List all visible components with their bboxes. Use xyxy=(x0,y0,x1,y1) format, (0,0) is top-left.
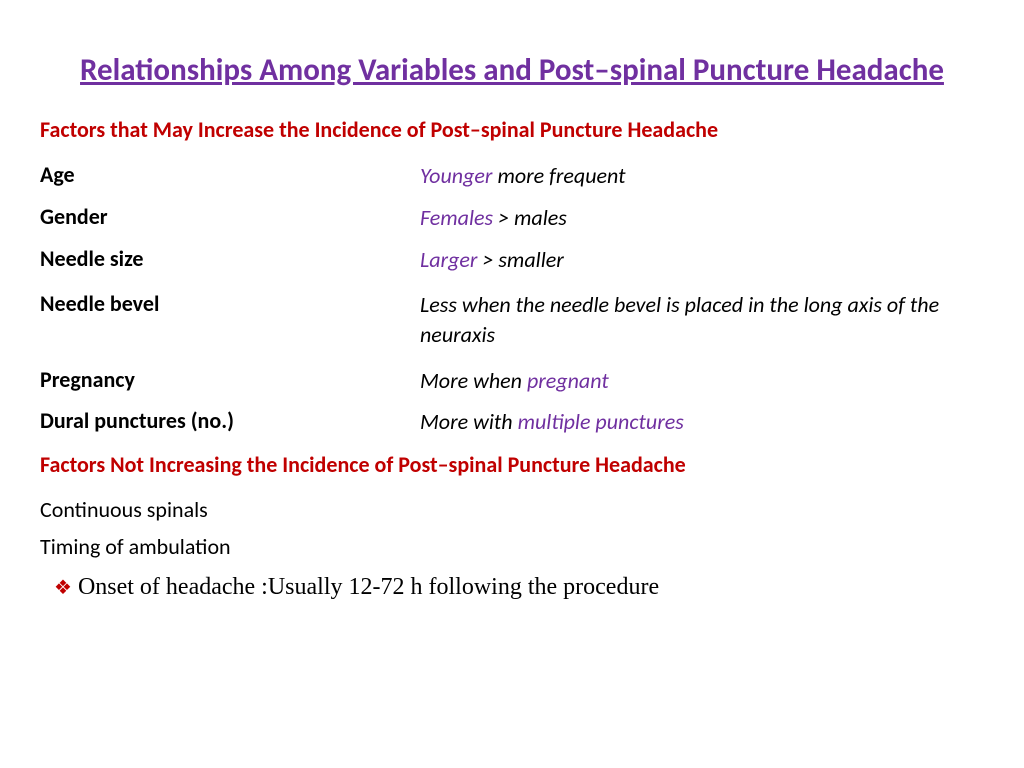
factor-value: More with multiple punctures xyxy=(420,407,984,437)
table-row: Needle bevel Less when the needle bevel … xyxy=(40,290,984,349)
factor-value: Less when the needle bevel is placed in … xyxy=(420,290,984,349)
section2-header: Factors Not Increasing the Incidence of … xyxy=(40,451,984,478)
list-item: Continuous spinals xyxy=(40,496,984,523)
factor-label: Pregnancy xyxy=(40,366,420,393)
table-row: Needle size Larger > smaller xyxy=(40,245,984,275)
factor-value: More when pregnant xyxy=(420,366,984,396)
factor-label: Dural punctures (no.) xyxy=(40,407,420,434)
factor-label: Needle bevel xyxy=(40,290,420,317)
section1-header: Factors that May Increase the Incidence … xyxy=(40,116,984,143)
page-title: Relationships Among Variables and Post–s… xyxy=(40,50,984,90)
onset-text: Onset of headache :Usually 12-72 h follo… xyxy=(78,574,659,601)
factor-label: Gender xyxy=(40,203,420,230)
table-row: Dural punctures (no.) More with multiple… xyxy=(40,407,984,437)
table-row: Pregnancy More when pregnant xyxy=(40,366,984,396)
factor-value: Younger more frequent xyxy=(420,161,984,191)
table-row: Gender Females > males xyxy=(40,203,984,233)
list-item: Timing of ambulation xyxy=(40,533,984,560)
factor-value: Larger > smaller xyxy=(420,245,984,275)
factors-table: Age Younger more frequent Gender Females… xyxy=(40,161,984,437)
table-row: Age Younger more frequent xyxy=(40,161,984,191)
factor-label: Needle size xyxy=(40,245,420,272)
onset-note: ❖ Onset of headache :Usually 12-72 h fol… xyxy=(54,574,984,601)
factor-label: Age xyxy=(40,161,420,188)
diamond-bullet-icon: ❖ xyxy=(54,575,72,600)
factor-value: Females > males xyxy=(420,203,984,233)
